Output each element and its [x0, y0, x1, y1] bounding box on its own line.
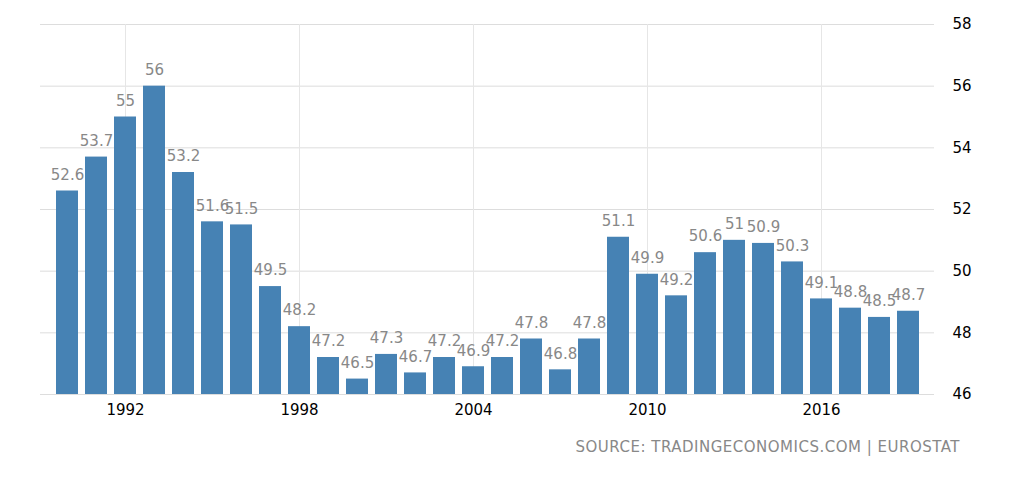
- svg-text:48.7: 48.7: [892, 286, 925, 304]
- svg-text:54: 54: [953, 139, 972, 157]
- svg-text:2016: 2016: [802, 401, 840, 419]
- svg-text:1998: 1998: [280, 401, 318, 419]
- svg-text:46.8: 46.8: [544, 345, 577, 363]
- svg-text:58: 58: [953, 15, 972, 33]
- svg-text:50.6: 50.6: [689, 227, 722, 245]
- svg-text:56: 56: [145, 61, 164, 79]
- svg-text:48: 48: [953, 324, 972, 342]
- svg-text:46: 46: [953, 385, 972, 403]
- svg-text:53.2: 53.2: [167, 147, 200, 165]
- svg-text:49.5: 49.5: [254, 261, 287, 279]
- svg-text:48.8: 48.8: [833, 283, 868, 301]
- svg-text:55: 55: [116, 92, 135, 110]
- svg-text:46.5: 46.5: [341, 354, 374, 372]
- html-text:SOURCE: TRADINGECONOMICS.COM |: SOURCE: TRADINGECONOMICS.COM | EUROSTAT: [575, 438, 960, 456]
- svg-text:46.7: 46.7: [399, 348, 432, 366]
- svg-text:2004: 2004: [454, 401, 492, 419]
- svg-text:47.8: 47.8: [573, 314, 606, 332]
- svg-text:50.9: 50.9: [747, 218, 780, 236]
- svg-text:52.6: 52.6: [51, 166, 84, 184]
- svg-text:2010: 2010: [628, 401, 666, 419]
- svg-text:50.3: 50.3: [776, 237, 809, 255]
- svg-text:47.2: 47.2: [486, 332, 519, 350]
- svg-text:49.2: 49.2: [660, 271, 693, 289]
- svg-text:56: 56: [953, 77, 972, 95]
- svg-text:51.5: 51.5: [225, 200, 258, 218]
- svg-text:50: 50: [953, 262, 972, 280]
- svg-text:52: 52: [953, 200, 972, 218]
- svg-text:48.2: 48.2: [283, 301, 316, 319]
- svg-text:47.3: 47.3: [370, 329, 403, 347]
- svg-text:47.8: 47.8: [515, 314, 548, 332]
- svg-text:46.9: 46.9: [456, 341, 491, 360]
- svg-text:51.6: 51.6: [195, 196, 230, 215]
- svg-text:49.1: 49.1: [804, 273, 839, 292]
- svg-text:47.2: 47.2: [312, 332, 345, 350]
- svg-text:53.7: 53.7: [80, 132, 113, 150]
- svg-text:48.5: 48.5: [862, 292, 897, 311]
- svg-text:51.1: 51.1: [602, 212, 635, 230]
- svg-text:49.9: 49.9: [631, 249, 664, 267]
- svg-text:47.2: 47.2: [427, 332, 462, 351]
- svg-text:1992: 1992: [106, 401, 144, 419]
- svg-text:51: 51: [725, 215, 744, 233]
